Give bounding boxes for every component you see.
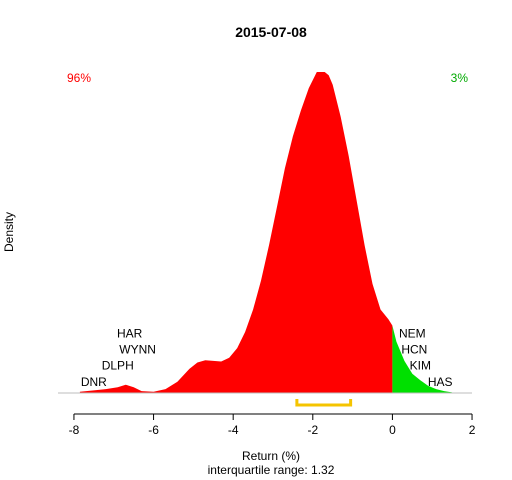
x-axis: -8 -6 -4 -2 0 2 — [69, 413, 476, 437]
iqr-bracket — [295, 399, 353, 407]
ticker-label-right: KIM — [410, 359, 431, 373]
ticker-label-left: WYNN — [119, 343, 156, 357]
ticker-label-right: NEM — [399, 326, 426, 340]
x-tick-label: -6 — [148, 423, 159, 437]
y-axis-label: Density — [2, 212, 16, 252]
ticker-label-left: HAR — [117, 326, 143, 340]
right-percent-label: 3% — [451, 71, 469, 85]
left-percent-label: 96% — [67, 71, 91, 85]
chart-title: 2015-07-08 — [235, 24, 307, 40]
x-tick-label: -4 — [228, 423, 239, 437]
ticker-label-left: DNR — [81, 375, 107, 389]
density-area-left — [79, 72, 393, 393]
ticker-label-left: DLPH — [102, 359, 134, 373]
ticker-label-right: HCN — [401, 343, 427, 357]
x-tick-label: 2 — [469, 423, 476, 437]
density-area-right — [392, 325, 453, 393]
x-tick-label: 0 — [389, 423, 396, 437]
ticker-labels: HAR WYNN DLPH DNR NEM HCN KIM HAS — [81, 326, 453, 388]
x-tick-label: -8 — [69, 423, 80, 437]
ticker-label-right: HAS — [428, 375, 453, 389]
x-tick-label: -2 — [307, 423, 318, 437]
chart-subtitle: interquartile range: 1.32 — [208, 463, 335, 477]
x-axis-label: Return (%) — [242, 449, 300, 463]
